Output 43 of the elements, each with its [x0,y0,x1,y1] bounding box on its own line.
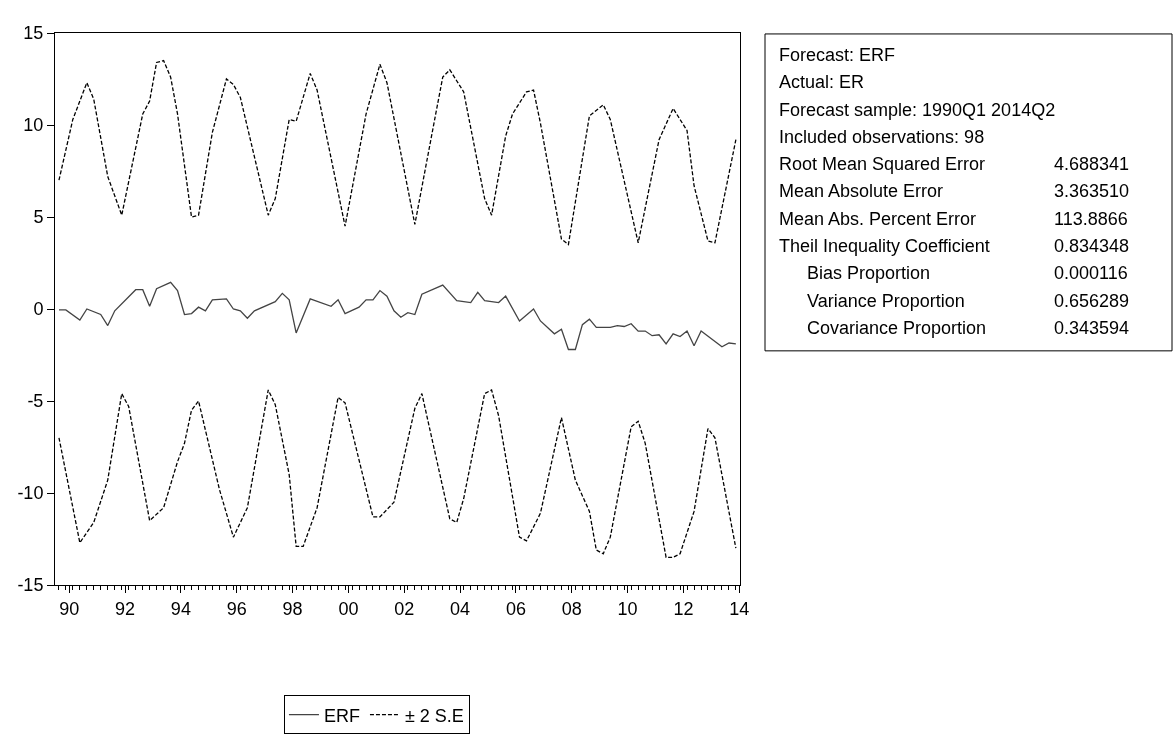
x-tick-label: 08 [561,598,582,619]
x-tick-label: 92 [115,598,136,619]
y-tick-label: 15 [23,23,44,44]
text: Mean Abs. Percent Error [779,209,977,229]
y-tick-label: 5 [33,207,44,228]
x-tick-label: 00 [338,598,359,619]
y-tick-label: 0 [33,299,44,320]
y-tick-label: -15 [17,575,44,596]
text: 4.688341 [1054,154,1130,174]
legend-label: ± 2 S.E [404,705,464,726]
x-tick-label: 98 [282,598,303,619]
line-series [58,389,737,559]
text: Mean Absolute Error [779,181,944,201]
x-tick-label: 10 [617,598,638,619]
text: Actual: ER [779,72,865,92]
x-tick-label: 06 [505,598,526,619]
text: 0.343594 [1054,318,1130,338]
y-tick-label: -5 [27,391,44,412]
x-tick-label: 04 [450,598,471,619]
text: 113.8866 [1054,209,1128,229]
text: Variance Proportion [807,291,965,311]
text: 0.656289 [1054,291,1130,311]
text: Forecast: ERF [779,45,896,65]
text: 0.000116 [1054,263,1128,283]
x-tick-label: 12 [673,598,694,619]
text: Covariance Proportion [807,318,987,338]
text: 3.363510 [1054,181,1130,201]
text: 0.834348 [1054,236,1130,256]
y-tick-label: -10 [17,483,44,504]
x-tick-label: 02 [394,598,415,619]
x-tick-label: 94 [170,598,191,619]
x-tick-label: 90 [59,598,80,619]
x-tick-label: 14 [729,598,750,619]
legend-label: ERF [323,705,360,726]
x-tick-label: 96 [226,598,247,619]
text: Forecast sample: 1990Q1 2014Q2 [779,100,1056,120]
line-series [58,59,737,246]
y-tick-label: 10 [23,115,44,136]
text: Bias Proportion [807,263,931,283]
text: Theil Inequality Coefficient [779,236,990,256]
text: Included observations: 98 [779,127,985,147]
text: Root Mean Squared Error [779,154,986,174]
line-series [58,281,737,351]
